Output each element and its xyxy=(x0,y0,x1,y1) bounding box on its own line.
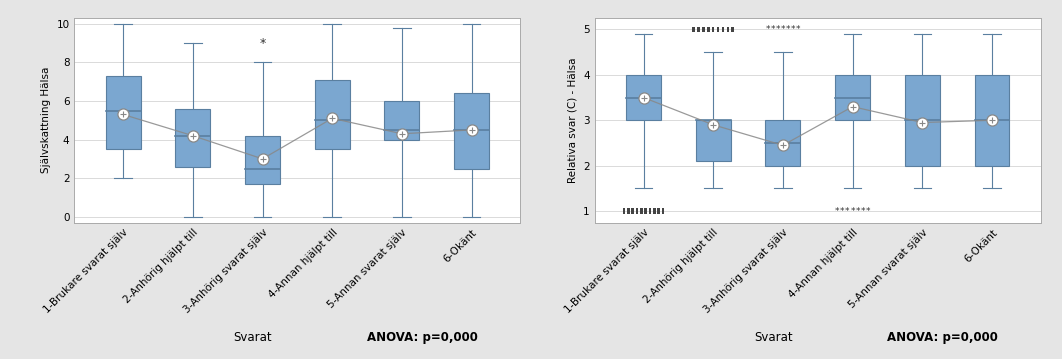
Text: ANOVA: p=0,000: ANOVA: p=0,000 xyxy=(887,331,998,344)
Bar xyxy=(726,27,730,32)
Bar xyxy=(314,80,349,149)
Text: *: * xyxy=(851,207,855,216)
Bar xyxy=(640,209,643,214)
Text: *: * xyxy=(840,207,844,216)
Text: Svarat: Svarat xyxy=(234,331,272,344)
Bar xyxy=(732,27,734,32)
Text: *: * xyxy=(259,37,266,50)
Bar xyxy=(657,209,660,214)
Bar xyxy=(702,27,705,32)
Text: ANOVA: p=0,000: ANOVA: p=0,000 xyxy=(366,331,478,344)
Text: *: * xyxy=(775,25,780,34)
Text: *: * xyxy=(866,207,870,216)
Text: *: * xyxy=(781,25,785,34)
Text: *: * xyxy=(856,207,860,216)
Text: *: * xyxy=(770,25,775,34)
Bar xyxy=(712,27,715,32)
Text: *: * xyxy=(766,25,770,34)
Text: *: * xyxy=(835,207,839,216)
Bar xyxy=(698,27,700,32)
Bar xyxy=(636,209,638,214)
Bar xyxy=(622,209,626,214)
Text: Svarat: Svarat xyxy=(754,331,792,344)
Text: *: * xyxy=(786,25,790,34)
Bar xyxy=(722,27,724,32)
Bar xyxy=(649,209,651,214)
Bar xyxy=(692,27,695,32)
Bar xyxy=(766,120,801,166)
Bar xyxy=(696,120,731,161)
Bar xyxy=(245,136,280,184)
Text: *: * xyxy=(791,25,795,34)
Bar xyxy=(627,75,661,120)
Y-axis label: Relativa svar (C) - Hälsa: Relativa svar (C) - Hälsa xyxy=(568,57,578,183)
Text: *: * xyxy=(845,207,850,216)
Bar xyxy=(707,27,709,32)
Bar xyxy=(653,209,655,214)
Bar xyxy=(384,101,419,140)
Text: *: * xyxy=(860,207,866,216)
Bar xyxy=(632,209,634,214)
Y-axis label: Självskattning Hälsa: Självskattning Hälsa xyxy=(40,67,51,173)
Bar xyxy=(455,93,489,168)
Bar xyxy=(905,75,940,166)
Bar xyxy=(975,75,1009,166)
Text: *: * xyxy=(796,25,801,34)
Bar xyxy=(175,109,210,167)
Bar xyxy=(106,76,140,149)
Bar xyxy=(627,209,630,214)
Bar xyxy=(662,209,664,214)
Bar xyxy=(717,27,719,32)
Bar xyxy=(645,209,647,214)
Bar xyxy=(835,75,870,120)
